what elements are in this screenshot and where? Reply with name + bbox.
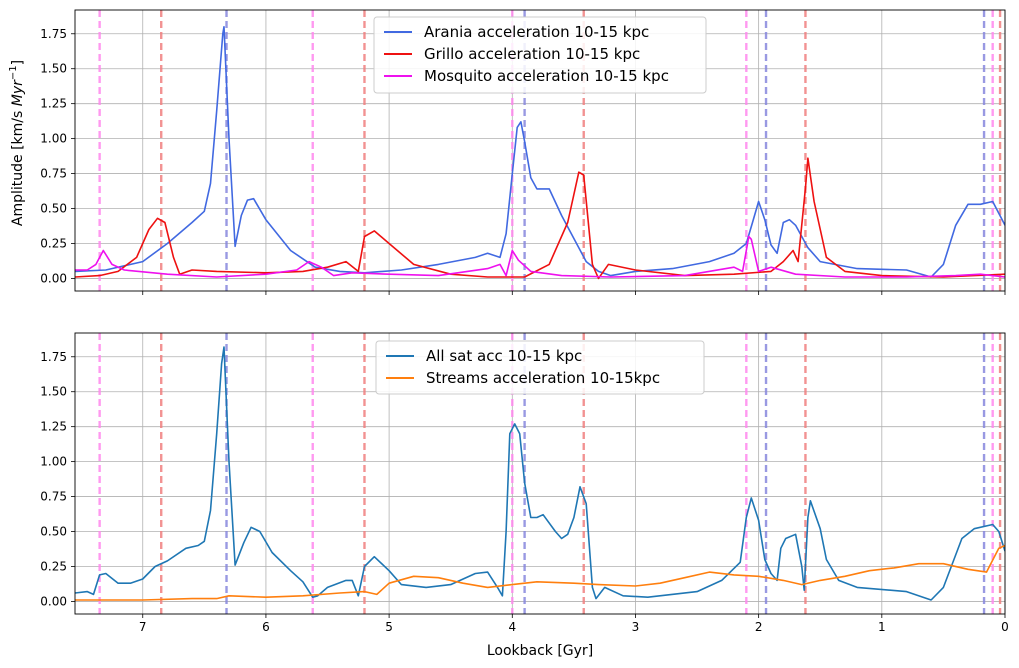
y-tick-label: 1.00 — [40, 455, 67, 469]
y-tick-label: 0.75 — [40, 490, 67, 504]
legend-entry: Grillo acceleration 10-15 kpc — [424, 45, 640, 63]
x-tick-label: 0 — [1001, 620, 1009, 634]
y-tick-label: 1.50 — [40, 385, 67, 399]
y-tick-label: 0.75 — [40, 167, 67, 181]
y-tick-label: 0.00 — [40, 594, 67, 608]
y-tick-label: 0.50 — [40, 202, 67, 216]
y-tick-label: 0.50 — [40, 525, 67, 539]
y-tick-label: 1.50 — [40, 62, 67, 76]
legend-entry: Streams acceleration 10-15kpc — [426, 369, 660, 387]
y-tick-label: 1.00 — [40, 132, 67, 146]
x-tick-label: 7 — [139, 620, 147, 634]
series-line-3 — [75, 235, 1005, 278]
series-line-1 — [75, 346, 1005, 601]
legend: Arania acceleration 10-15 kpc Grillo acce… — [373, 16, 707, 94]
series-line-2 — [75, 157, 1005, 280]
y-tick-label: 1.25 — [40, 97, 67, 111]
y-tick-label: 1.75 — [40, 350, 67, 364]
top-panel: 0.00 0.25 0.50 0.75 1.00 1.25 1.50 1.75 Arania a… — [40, 9, 1006, 295]
y-axis-label: Amplitude [km/s Myr−1] — [8, 60, 26, 226]
axes-frame — [74, 332, 1006, 615]
series-line-2 — [75, 544, 1005, 601]
legend-box — [373, 16, 707, 94]
axes-frame — [74, 9, 1006, 292]
y-tick-label: 0.25 — [40, 236, 67, 250]
x-tick-label: 3 — [632, 620, 640, 634]
legend: All sat acc 10-15 kpc Streams acceleratio… — [375, 340, 705, 395]
legend-box — [375, 340, 705, 395]
series-lines — [75, 346, 1005, 601]
x-tick-label: 1 — [878, 620, 886, 634]
x-tick-label: 2 — [755, 620, 763, 634]
legend-entry: Arania acceleration 10-15 kpc — [424, 23, 649, 41]
x-tick-label: 4 — [508, 620, 516, 634]
bottom-panel: 7 6 5 4 3 2 1 0 0.00 0.25 0.50 0.75 1.00 1.25 1.50 1.75… — [40, 332, 1009, 634]
x-tick-label: 6 — [262, 620, 270, 634]
y-tick-label: 1.75 — [40, 27, 67, 41]
legend-entry: All sat acc 10-15 kpc — [426, 347, 582, 365]
y-tick-label: 0.00 — [40, 271, 67, 285]
x-tick-label: 5 — [385, 620, 393, 634]
y-tick-label: 1.25 — [40, 420, 67, 434]
y-tick-label: 0.25 — [40, 559, 67, 573]
series-lines — [75, 26, 1005, 280]
legend-entry: Mosquito acceleration 10-15 kpc — [424, 67, 669, 85]
series-line-1 — [75, 26, 1005, 278]
x-axis-label: Lookback [Gyr] — [487, 643, 593, 659]
